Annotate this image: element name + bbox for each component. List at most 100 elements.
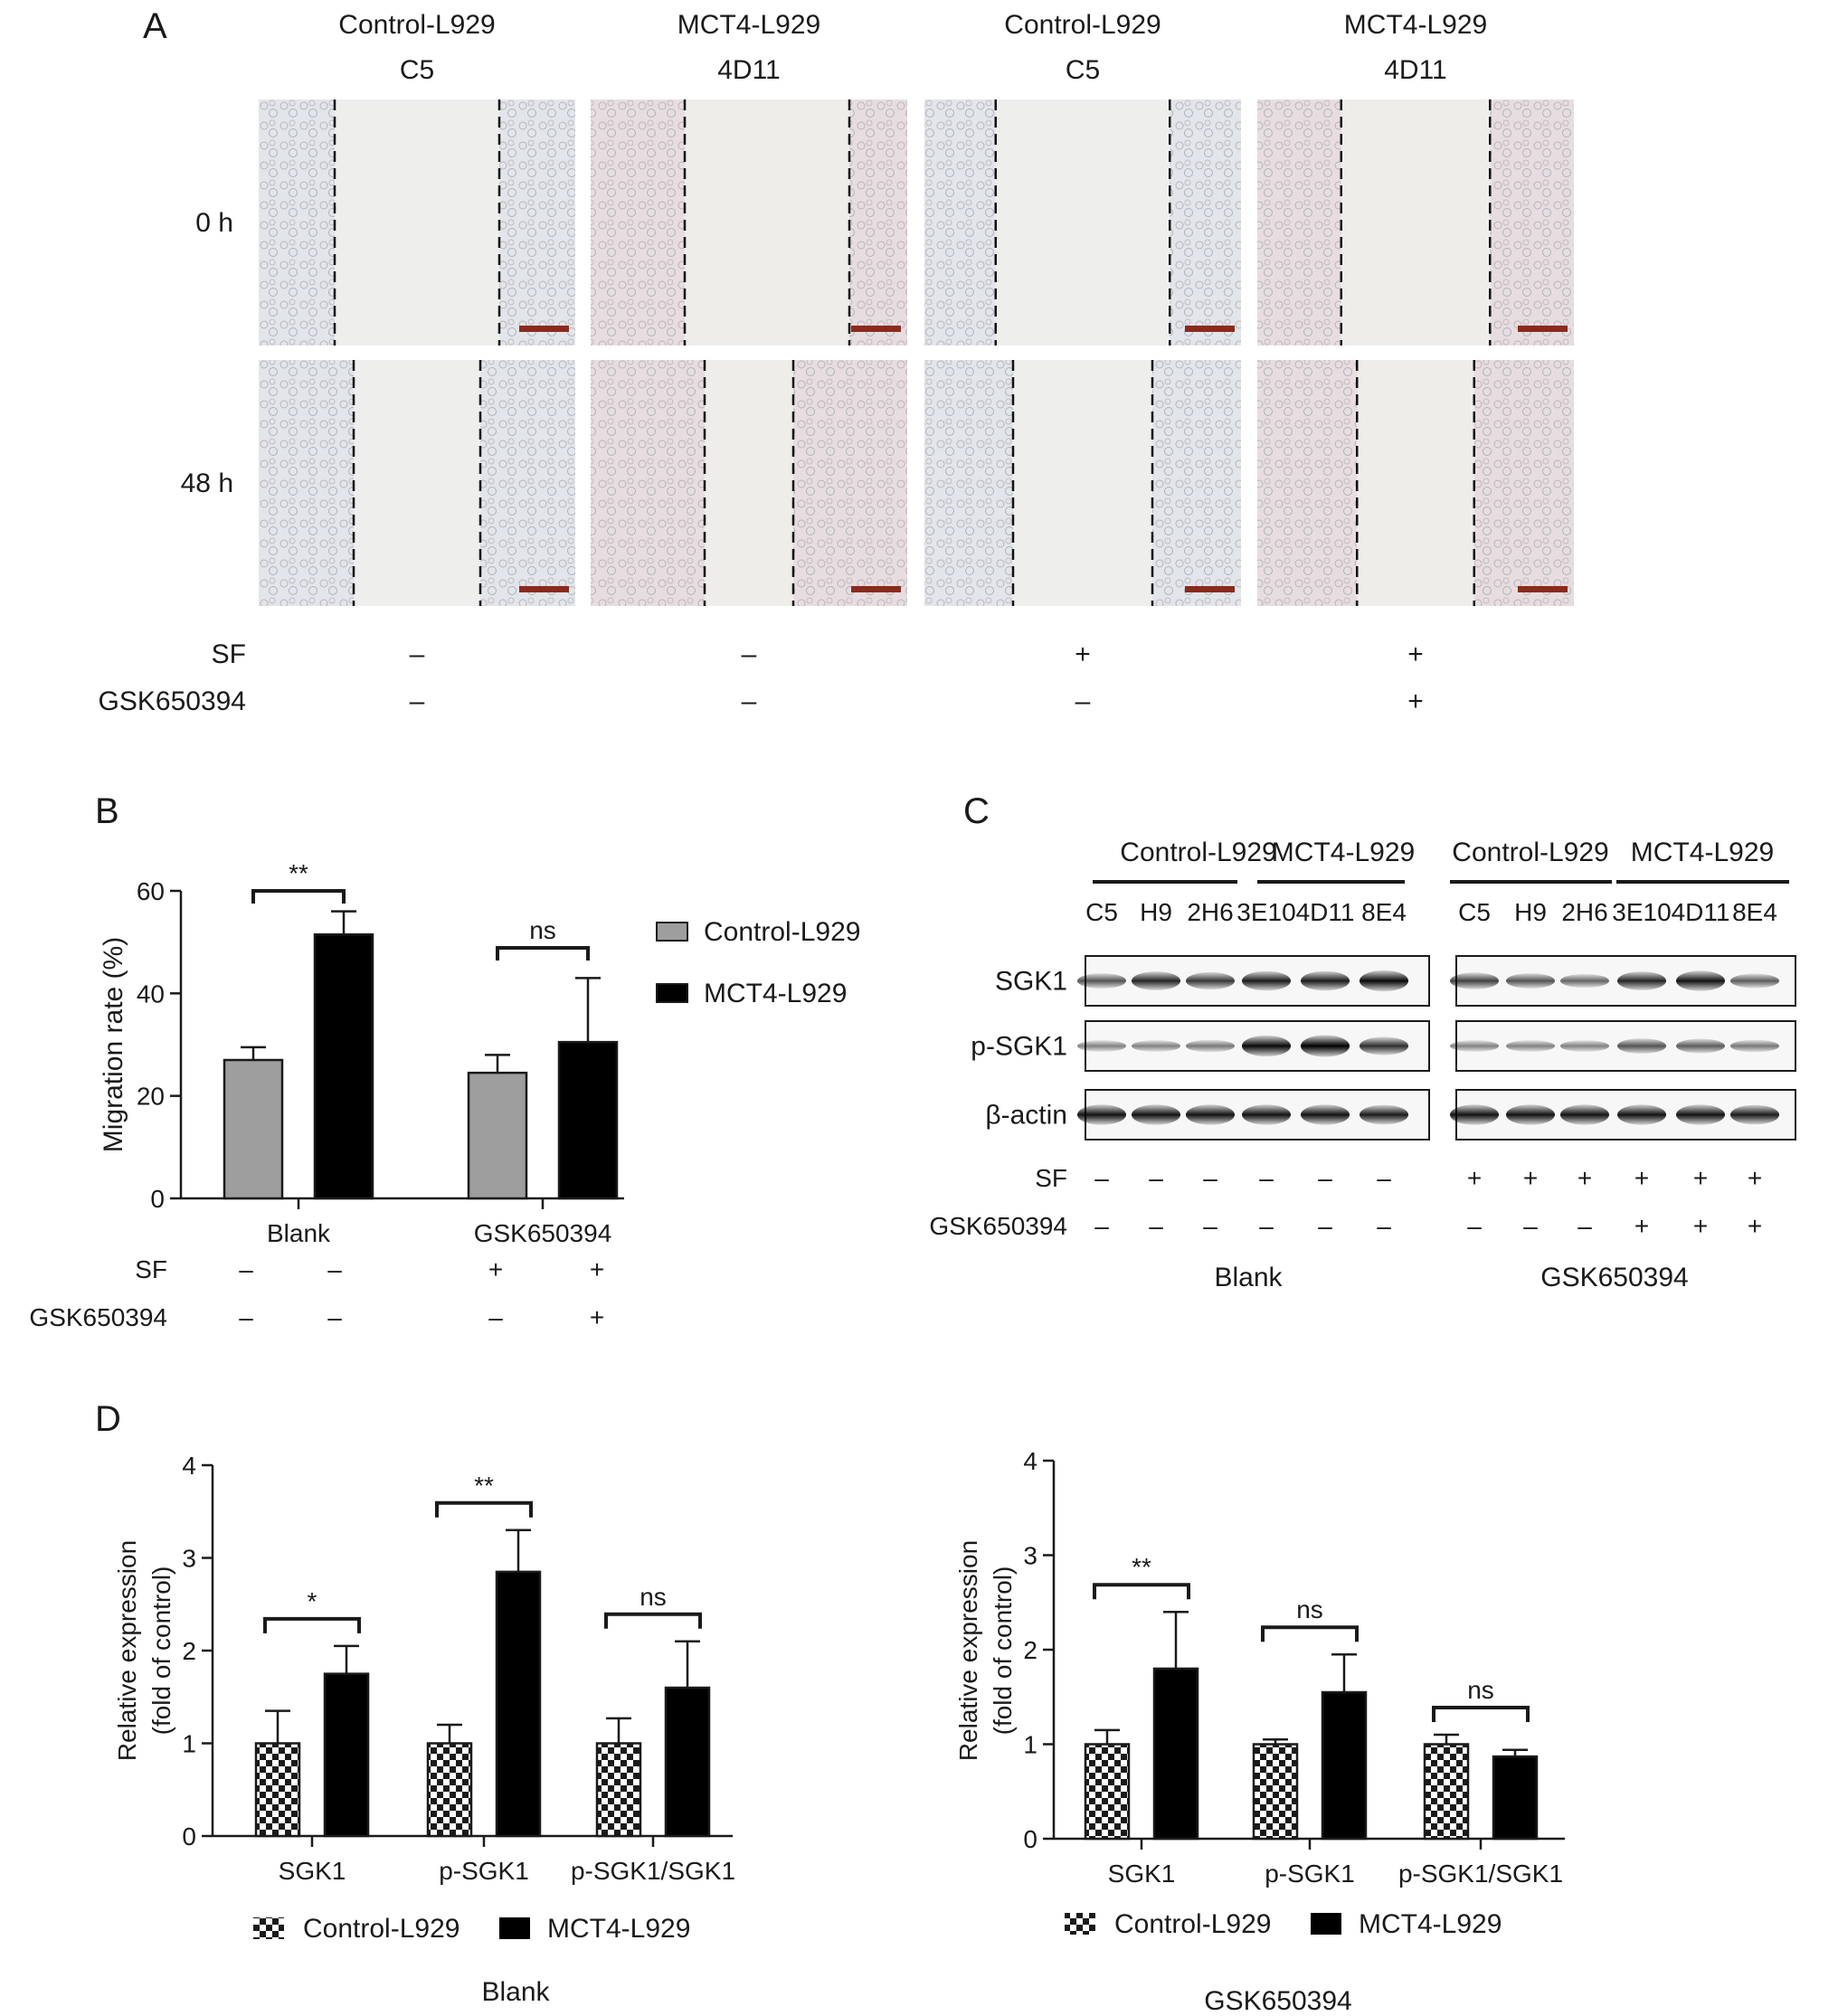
cell-monolayer-left: [1257, 360, 1358, 606]
scale-bar: [851, 586, 901, 592]
chart-footer: Blank: [481, 1977, 550, 2007]
significance-bracket: [1093, 1583, 1190, 1600]
group-footer: Blank: [1214, 1263, 1283, 1292]
scratch-gap: [354, 360, 480, 606]
scratch-gap: [1013, 360, 1152, 606]
significance-label: ns: [529, 916, 556, 944]
sf-mark: +: [590, 1255, 604, 1283]
y-tick-label: 0: [182, 1822, 196, 1850]
group-label: Control-L929: [1120, 838, 1276, 867]
band: [1301, 970, 1350, 991]
cell-monolayer-left: [924, 360, 1013, 606]
column-clone: 4D11: [717, 55, 781, 85]
cell-monolayer-right: [480, 360, 575, 606]
panel-d-right-chart: 0 1 2 3 4 SGK1 p-SGK1 p-SGK1/SGK1 Relative expre…: [954, 1447, 1565, 2016]
bar-mct4-l929: [313, 932, 374, 1200]
lane-label: 2H6: [1187, 898, 1233, 926]
sf-mark: +: [1523, 1164, 1538, 1192]
panel-d-left-chart: 0 1 2 3 4 SGK1 p-SGK1 p-SGK1/SGK1 Relative expre…: [113, 1452, 735, 2007]
y-tick-label: 40: [137, 980, 165, 1008]
scale-bar: [1518, 326, 1568, 332]
panel-c-letter: C: [963, 791, 990, 831]
row-label: 0 h: [195, 208, 233, 238]
gsk-mark: –: [488, 1303, 503, 1331]
bar-control-l929: [426, 1742, 473, 1838]
panel-b-letter: B: [95, 791, 119, 831]
cell-monolayer-right: [1490, 99, 1574, 345]
lane-label: C5: [1085, 898, 1118, 926]
scratch-gap: [1357, 360, 1474, 606]
bar-mct4-l929: [1152, 1667, 1199, 1841]
gsk-mark: –: [1075, 686, 1091, 716]
panel-b-migration-chart: 0 20 40 60 Blank GSK650394 Migration rate (%) *…: [29, 859, 860, 1331]
gsk-mark: –: [410, 686, 425, 716]
y-tick-label: 1: [1023, 1731, 1037, 1759]
legend-label: MCT4-L929: [1359, 1909, 1502, 1939]
x-tick-label: GSK650394: [474, 1219, 612, 1247]
scratch-gap: [685, 99, 849, 345]
bar-control-l929: [595, 1742, 642, 1838]
x-tick-label: p-SGK1: [1265, 1860, 1355, 1888]
band: [1730, 1039, 1779, 1053]
band: [1077, 973, 1126, 989]
sf-row-label: SF: [212, 639, 246, 669]
bar-mct4-l929: [1321, 1690, 1368, 1841]
gsk-row-label: GSK650394: [29, 1303, 167, 1331]
scratch-gap: [335, 99, 499, 345]
scratch-gap: [995, 99, 1170, 345]
band: [1506, 973, 1555, 989]
sf-mark: –: [1318, 1164, 1332, 1192]
scale-bar: [851, 326, 901, 332]
sf-mark: +: [1748, 1164, 1762, 1192]
cell-monolayer-right: [1170, 99, 1241, 345]
legend-swatch-black: [499, 1917, 530, 1939]
gsk-mark: –: [239, 1303, 253, 1331]
significance-label: **: [1132, 1553, 1151, 1581]
cell-monolayer-left: [591, 360, 705, 606]
bar-control-l929: [223, 1058, 284, 1200]
x-tick-label: p-SGK1/SGK1: [1398, 1860, 1563, 1888]
cell-monolayer-left: [924, 99, 996, 345]
band: [1360, 1104, 1408, 1125]
band: [1132, 971, 1180, 990]
y-tick-label: 3: [182, 1545, 196, 1573]
legend-swatch-checker: [1065, 1913, 1095, 1935]
column-clone: C5: [1066, 55, 1100, 85]
band: [1676, 970, 1725, 991]
lane-label: 4D11: [1296, 898, 1355, 926]
y-axis-label: Relative expression: [113, 1540, 141, 1761]
y-axis-label: (fold of control): [989, 1566, 1017, 1736]
x-tick-label: p-SGK1: [439, 1857, 529, 1885]
cell-monolayer-left: [1257, 99, 1341, 345]
column-title: Control-L929: [1004, 10, 1161, 40]
lane-label: 2H6: [1561, 898, 1607, 926]
scale-bar: [1185, 586, 1235, 592]
panel-d-letter: D: [95, 1399, 121, 1439]
significance-bracket: [435, 1500, 533, 1518]
group-label: Control-L929: [1452, 838, 1608, 867]
bar-mct4-l929: [495, 1570, 542, 1838]
gsk-mark: –: [327, 1303, 342, 1331]
y-axis-label: (fold of control): [147, 1566, 175, 1736]
lane-label: H9: [1514, 898, 1547, 926]
legend-label: Control-L929: [303, 1914, 460, 1944]
band: [1617, 1104, 1666, 1125]
significance-label: *: [308, 1587, 317, 1615]
cell-monolayer-left: [259, 360, 354, 606]
sf-row-label: SF: [135, 1255, 167, 1283]
sf-mark: –: [327, 1255, 342, 1283]
blot-label: β-actin: [985, 1101, 1067, 1131]
band: [1132, 1104, 1180, 1125]
column-title: MCT4-L929: [1344, 10, 1487, 40]
band: [1186, 1039, 1235, 1053]
lane-label: 3E10: [1236, 898, 1295, 926]
bar-mct4-l929: [664, 1686, 711, 1838]
band: [1506, 1104, 1555, 1125]
band: [1077, 1104, 1126, 1125]
significance-bracket: [496, 946, 590, 961]
significance-label: ns: [640, 1583, 667, 1611]
y-axis-label: Relative expression: [954, 1540, 982, 1761]
band: [1676, 1038, 1725, 1054]
